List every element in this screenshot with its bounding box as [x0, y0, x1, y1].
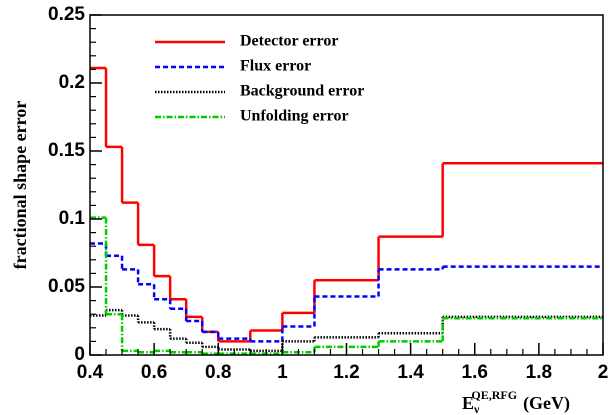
x-tick-label: 1.6	[462, 362, 488, 383]
x-tick-label: 1.8	[526, 362, 552, 383]
x-label-base: E	[462, 393, 474, 413]
x-label-sup: QE,RFG	[471, 388, 517, 402]
x-tick-label: 1.2	[333, 362, 359, 383]
x-tick-label: 0.4	[77, 362, 104, 383]
legend-label: Detector error	[240, 33, 338, 50]
legend-label: Background error	[240, 83, 364, 100]
x-tick-label: 1	[277, 362, 288, 383]
x-label-sub: ν	[473, 402, 480, 415]
y-tick-label: 0.15	[48, 140, 85, 161]
y-tick-label: 0.2	[59, 72, 85, 93]
x-label-unit: (GeV)	[523, 393, 570, 414]
legend-label: Unfolding error	[240, 108, 349, 125]
legend-label: Flux error	[240, 58, 311, 75]
x-axis-label: EνQE,RFG (GeV)	[462, 388, 570, 415]
y-axis-label: fractional shape error	[10, 101, 30, 270]
x-tick-label: 0.6	[141, 362, 167, 383]
x-tick-label: 2	[598, 362, 609, 383]
x-tick-label: 1.4	[397, 362, 424, 383]
y-tick-label: 0.25	[48, 4, 85, 25]
y-tick-label: 0.05	[48, 276, 85, 297]
x-tick-label: 0.8	[205, 362, 231, 383]
y-tick-label: 0.1	[59, 208, 86, 229]
y-tick-label: 0	[74, 344, 85, 365]
